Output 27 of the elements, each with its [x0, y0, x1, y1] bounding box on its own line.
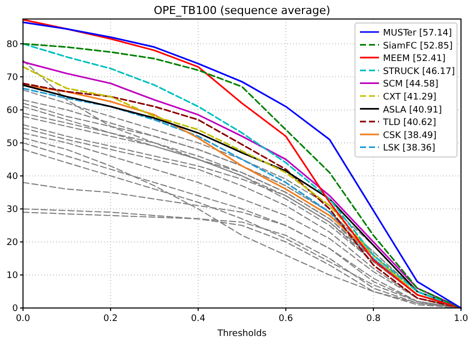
- y-tick-label: 70: [6, 72, 18, 83]
- chart-title: OPE_TB100 (sequence average): [154, 4, 330, 17]
- legend-label: MEEM [52.41]: [383, 54, 446, 64]
- y-tick-label: 10: [6, 270, 18, 281]
- x-tick-label: 0.6: [278, 314, 294, 324]
- x-axis-title: Thresholds: [216, 329, 267, 339]
- legend-label: CXT [41.29]: [383, 92, 436, 102]
- legend-label: MUSTer [57.14]: [383, 28, 452, 38]
- y-tick-label: 0: [12, 304, 18, 314]
- legend-label: TLD [40.62]: [382, 118, 436, 128]
- y-tick-label: 30: [6, 204, 18, 215]
- legend-label: CSK [38.49]: [383, 130, 437, 141]
- x-tick-label: 0.2: [103, 314, 118, 324]
- x-tick-label: 0.4: [191, 314, 206, 324]
- y-tick-label: 80: [6, 40, 18, 50]
- legend-label: LSK [38.36]: [383, 144, 436, 154]
- y-tick-label: 40: [6, 172, 18, 182]
- y-tick-label: 60: [6, 106, 18, 116]
- x-tick-label: 1.0: [454, 314, 468, 324]
- y-tick-label: 20: [6, 238, 18, 248]
- x-tick-label: 0.8: [366, 314, 381, 324]
- y-tick-label: 50: [6, 138, 18, 149]
- legend-label: ASLA [40.91]: [383, 105, 442, 116]
- legend-label: SiamFC [52.85]: [383, 41, 453, 52]
- x-tick-label: 0.0: [16, 314, 30, 324]
- legend-label: SCM [44.58]: [383, 80, 438, 90]
- legend-label: STRUCK [46.17]: [383, 66, 455, 77]
